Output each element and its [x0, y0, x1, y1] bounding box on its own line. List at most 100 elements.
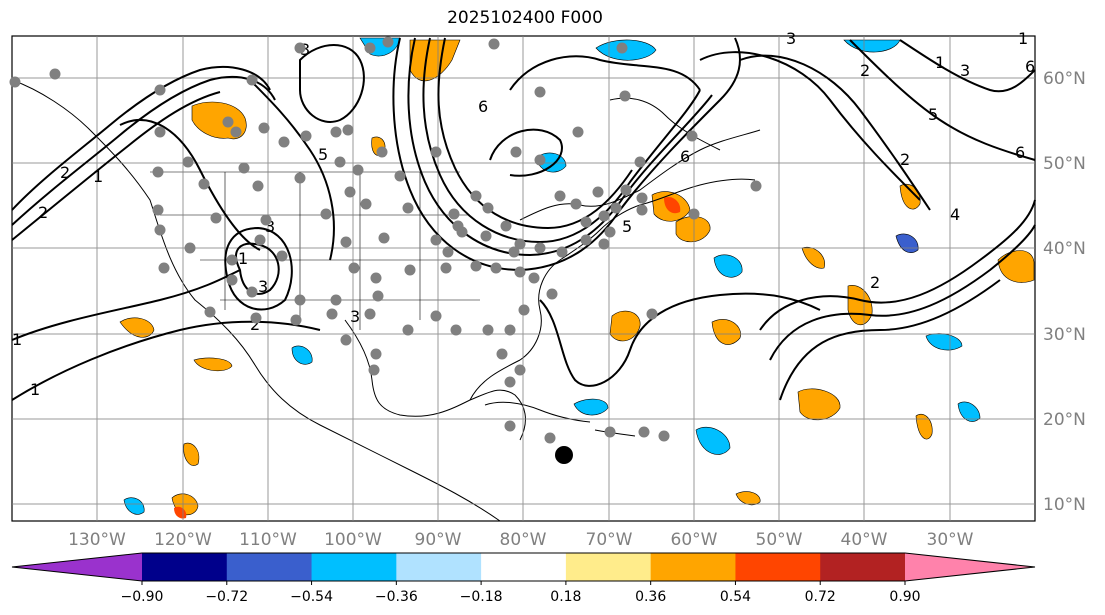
contour-label: 4	[950, 205, 960, 224]
station-dot	[480, 230, 492, 242]
lon-label: 100°W	[324, 530, 382, 550]
station-dot	[402, 324, 414, 336]
station-dot	[226, 254, 238, 266]
colorbar-segment	[142, 553, 228, 581]
station-dot	[604, 226, 616, 238]
contour-label: 2	[250, 315, 260, 334]
lon-label: 30°W	[927, 530, 974, 550]
station-dot	[686, 130, 698, 142]
colorbar-ticks: −0.90 −0.72 −0.54 −0.36 −0.18 0.18 0.36 0.54 0.7…	[121, 581, 921, 605]
station-dot	[514, 266, 526, 278]
contour-label: 3	[258, 277, 268, 296]
contour-line	[759, 199, 1036, 331]
colorbar-segment	[820, 553, 906, 581]
station-dot	[504, 376, 516, 388]
lat-label: 20°N	[1043, 410, 1086, 430]
station-dot	[638, 426, 650, 438]
contour-line	[422, 37, 701, 244]
colorbar-tick-label: 0.18	[550, 589, 581, 605]
station-dot	[368, 364, 380, 376]
positive-anomaly	[183, 442, 200, 466]
contour-line	[11, 269, 241, 341]
contour-line	[849, 39, 1036, 161]
contour-label: 2	[860, 61, 870, 80]
lon-label: 110°W	[239, 530, 297, 550]
station-dot	[488, 38, 500, 50]
station-dot	[528, 272, 540, 284]
station-dot	[260, 214, 272, 226]
contour-label: 5	[622, 217, 632, 236]
contour-label: 5	[928, 105, 938, 124]
station-dot	[504, 324, 516, 336]
contour-label: 3	[786, 29, 796, 48]
station-dot	[450, 324, 462, 336]
contour-label: 1	[935, 53, 945, 72]
station-dot	[246, 286, 258, 298]
station-dot	[276, 250, 288, 262]
colorbar-tick-label: −0.18	[460, 589, 503, 605]
contour-label: 1	[1018, 29, 1028, 48]
station-dot	[290, 314, 302, 326]
negative-anomaly	[957, 401, 981, 422]
station-dot	[198, 178, 210, 190]
negative-anomaly	[573, 398, 609, 416]
station-dot	[490, 262, 502, 274]
negative-anomaly	[713, 254, 743, 278]
colorbar-tick-label: 0.72	[805, 589, 836, 605]
station-dot	[340, 334, 352, 346]
contour-label: 2	[60, 163, 70, 182]
station-dot	[210, 212, 222, 224]
station-dot	[470, 260, 482, 272]
contour-line	[119, 119, 261, 251]
station-dot	[372, 290, 384, 302]
station-dot	[378, 232, 390, 244]
station-dot	[580, 216, 592, 228]
station-dot	[514, 364, 526, 376]
station-dot	[534, 154, 546, 166]
station-dot	[598, 210, 610, 222]
colorbar-tick-label: 0.90	[889, 589, 920, 605]
station-dot	[184, 242, 196, 254]
contour-line	[539, 292, 821, 387]
station-dot	[352, 164, 364, 176]
station-dot	[546, 288, 558, 300]
contour-label: 5	[318, 145, 328, 164]
station-dot	[442, 246, 454, 258]
storm-center-marker	[555, 446, 573, 464]
contour-line	[392, 37, 741, 272]
colorbar-tick-label: −0.54	[290, 589, 333, 605]
station-dot	[294, 172, 306, 184]
station-dot	[344, 186, 356, 198]
station-dot	[49, 68, 61, 80]
contour-line	[11, 91, 221, 241]
station-dot	[658, 430, 670, 442]
negative-anomaly	[695, 426, 731, 455]
contour-label: 2	[900, 150, 910, 169]
contour-label: 6	[478, 97, 488, 116]
lon-label: 80°W	[500, 530, 547, 550]
station-dot	[554, 190, 566, 202]
station-dot	[620, 184, 632, 196]
station-dot	[598, 238, 610, 250]
colorbar-extend-low	[12, 553, 142, 581]
contour-line	[11, 75, 276, 226]
lon-label: 120°W	[154, 530, 212, 550]
station-dot	[592, 186, 604, 198]
lon-label: 40°W	[841, 530, 888, 550]
colorbar-segment	[735, 553, 821, 581]
positive-anomaly	[899, 184, 921, 210]
station-dot	[470, 190, 482, 202]
contour-label: 3	[960, 61, 970, 80]
station-dot	[382, 36, 394, 48]
station-dot	[342, 124, 354, 136]
colorbar-segment	[565, 553, 652, 581]
lon-label: 90°W	[415, 530, 462, 550]
lat-label: 50°N	[1043, 154, 1086, 174]
longitude-labels: 130°W 120°W 110°W 100°W 90°W 80°W 70°W 6…	[68, 530, 974, 550]
station-dot	[580, 234, 592, 246]
station-dot	[230, 126, 242, 138]
station-dot	[254, 234, 266, 246]
colorbar-tick-label: −0.90	[121, 589, 164, 605]
station-dot	[688, 208, 700, 220]
